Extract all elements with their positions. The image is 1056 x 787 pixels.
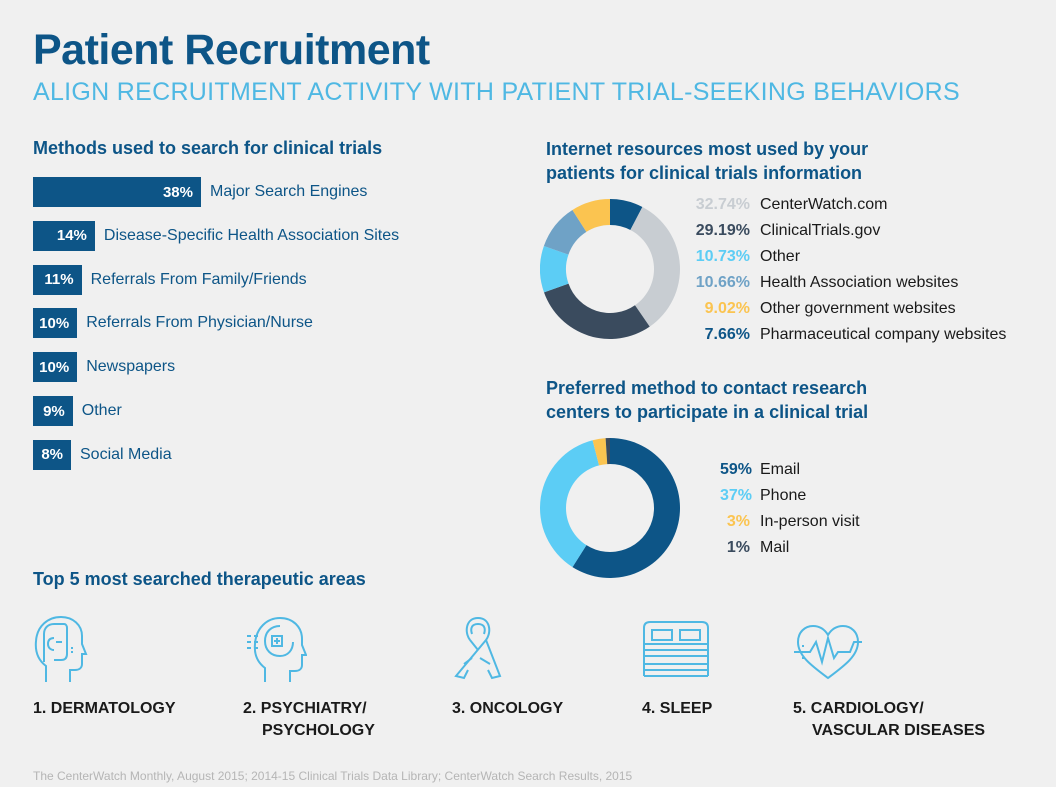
bar: 10%: [33, 352, 78, 383]
bar-category-label: Other: [81, 402, 122, 419]
bar-row: 38% Major Search Engines: [33, 177, 367, 207]
bar-category-label: Disease-Specific Health Association Site…: [103, 226, 400, 244]
donut-slice: [572, 199, 610, 232]
heart-pulse-icon: [794, 624, 862, 680]
donut-slice: [572, 438, 680, 578]
page-subtitle: ALIGN RECRUITMENT ACTIVITY WITH PATIENT …: [33, 78, 960, 106]
therapeutic-area-label: 1. DERMATOLOGY: [33, 698, 176, 720]
contact-method-title-line2: centers to participate in a clinical tri…: [546, 402, 869, 422]
bar: 14%: [33, 220, 95, 251]
donut-slice: [630, 206, 680, 327]
internet-resources-title: Internet resources most used by your pat…: [546, 137, 868, 185]
therapeutic-area-line2: VASCULAR DISEASES: [812, 722, 986, 739]
head-icon: [34, 615, 88, 682]
bar-category-label: Major Search Engines: [210, 183, 368, 200]
bar-category-label: Social Media: [80, 445, 172, 463]
legend-value: 7.66%: [704, 326, 750, 343]
bar-row: 8% Social Media: [33, 439, 172, 470]
bar: 38%: [33, 177, 201, 207]
legend-label: Mail: [760, 539, 790, 556]
legend-label: ClinicalTrials.gov: [760, 222, 881, 239]
legend-value: 10.66%: [695, 274, 750, 291]
legend-label: CenterWatch.com: [760, 196, 888, 213]
therapeutic-area-line1: 5. CARDIOLOGY/: [793, 700, 924, 717]
therapeutic-areas-title: Top 5 most searched therapeutic areas: [33, 569, 366, 589]
search-methods-title: Methods used to search for clinical tria…: [33, 138, 383, 158]
bar-row: 14% Disease-Specific Health Association S…: [33, 220, 400, 251]
legend-value: 32.74%: [695, 196, 750, 213]
legend-value: 9.02%: [704, 300, 750, 317]
donut-slice: [544, 283, 650, 339]
legend-item: 32.74% CenterWatch.com: [690, 192, 888, 218]
legend-label: Other: [760, 248, 801, 265]
bar-row: 10% Newspapers: [33, 352, 176, 383]
legend-label: Other government websites: [760, 300, 956, 317]
legend-label: Health Association websites: [760, 274, 959, 291]
therapeutic-area-label: 2. PSYCHIATRY/PSYCHOLOGY: [243, 698, 375, 742]
therapeutic-area-label: 5. CARDIOLOGY/VASCULAR DISEASES: [793, 698, 985, 742]
internet-resources-title-line1: Internet resources most used by your: [546, 139, 869, 159]
bar: 10%: [33, 308, 78, 339]
therapeutic-area-line1: 3. ONCOLOGY: [452, 700, 564, 717]
legend-label: Pharmaceutical company websites: [760, 326, 1007, 343]
bar-category-label: Referrals From Family/Friends: [90, 270, 307, 288]
bar: 11%: [33, 264, 82, 295]
donut-slice: [610, 199, 643, 230]
therapeutic-area-label: 3. ONCOLOGY: [452, 698, 563, 720]
therapeutic-area-line1: 4. SLEEP: [642, 700, 713, 717]
bar-category-label: Newspapers: [86, 358, 176, 376]
internet-resources-donut: [540, 199, 680, 339]
therapeutic-area-label: 4. SLEEP: [642, 698, 712, 720]
legend-item: 10.73% Other: [690, 244, 800, 270]
legend-value: 10.73%: [695, 248, 750, 265]
therapeutic-area-line2: PSYCHOLOGY: [262, 722, 375, 739]
legend-value: 29.19%: [695, 222, 750, 239]
donut-slice: [540, 246, 569, 293]
legend-label: Phone: [760, 487, 807, 504]
legend-item: 7.66% Pharmaceutical company websites: [690, 322, 1007, 348]
source-footer: The CenterWatch Monthly, August 2015; 20…: [33, 769, 633, 783]
bar: 9%: [33, 396, 73, 426]
therapeutic-area-line1: 2. PSYCHIATRY/: [243, 700, 367, 717]
brain-head-icon: [247, 616, 307, 682]
donut-slice: [540, 440, 600, 568]
legend-value: 59%: [720, 461, 753, 478]
internet-resources-title-line2: patients for clinical trials information: [546, 163, 863, 183]
donut-slice: [543, 209, 587, 255]
legend-item: 10.66% Health Association websites: [690, 270, 959, 296]
legend-label: In-person visit: [760, 513, 860, 530]
legend-value: 3%: [726, 513, 750, 530]
bar-row: 10% Referrals From Physician/Nurse: [33, 308, 313, 339]
legend-item: 1% Mail: [720, 535, 789, 561]
donut-slice: [592, 438, 608, 466]
contact-method-donut: [540, 438, 680, 578]
contact-method-title: Preferred method to contact research cen…: [546, 376, 868, 424]
bar-category-label: Referrals From Physician/Nurse: [86, 314, 313, 332]
legend-item: 37% Phone: [720, 483, 806, 509]
page-title: Patient Recruitment: [33, 26, 430, 74]
legend-value: 1%: [726, 539, 750, 556]
legend-item: 59% Email: [720, 457, 800, 483]
legend-label: Email: [760, 461, 801, 478]
legend-item: 9.02% Other government websites: [690, 296, 956, 322]
contact-method-title-line1: Preferred method to contact research: [546, 378, 868, 398]
bar-row: 9% Other: [33, 396, 122, 426]
therapeutic-area-line1: 1. DERMATOLOGY: [33, 700, 176, 717]
legend-value: 37%: [720, 487, 753, 504]
legend-item: 3% In-person visit: [720, 509, 860, 535]
donut-slice: [605, 438, 610, 465]
bar: 8%: [33, 439, 71, 470]
bed-icon: [643, 621, 709, 677]
bar-row: 11% Referrals From Family/Friends: [33, 264, 307, 295]
ribbon-icon: [454, 616, 502, 680]
legend-item: 29.19% ClinicalTrials.gov: [690, 218, 881, 244]
